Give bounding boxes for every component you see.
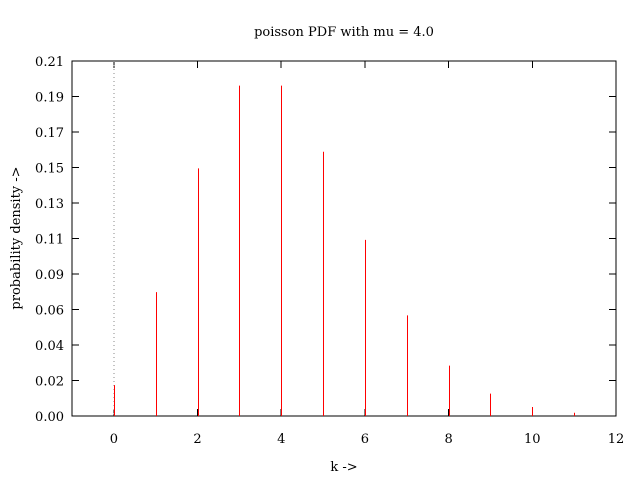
x-tick-label: 2 — [193, 432, 201, 447]
y-tick-label: 0.17 — [35, 126, 64, 141]
x-tick-label: 0 — [110, 432, 118, 447]
bars-group — [114, 85, 575, 416]
y-tick-label: 0.06 — [35, 304, 64, 319]
y-tick-label: 0.15 — [35, 162, 64, 177]
y-tick-label: 0.00 — [35, 410, 64, 425]
y-axis-label: probability density -> — [9, 166, 24, 309]
y-tick-label: 0.19 — [35, 91, 64, 106]
x-tick-label: 4 — [277, 432, 285, 447]
y-tick-label: 0.21 — [35, 55, 64, 70]
y-tick-label: 0.13 — [35, 197, 64, 212]
y-tick-label: 0.11 — [35, 233, 64, 248]
axes-group: 0.00 0.02 0.04 0.06 0.09 0.11 0.13 0.15 0.17 0.19… — [35, 55, 624, 447]
x-axis-label: k -> — [330, 460, 357, 475]
y-tick-label: 0.02 — [35, 375, 64, 390]
x-tick-label: 6 — [361, 432, 369, 447]
y-tick-label: 0.04 — [35, 339, 64, 354]
x-tick-label: 10 — [524, 432, 541, 447]
plot-frame — [71, 60, 617, 417]
x-tick-label: 8 — [444, 432, 452, 447]
chart-title: poisson PDF with mu = 4.0 — [254, 25, 434, 40]
y-tick-label: 0.09 — [35, 268, 64, 283]
x-tick-label: 12 — [608, 432, 625, 447]
